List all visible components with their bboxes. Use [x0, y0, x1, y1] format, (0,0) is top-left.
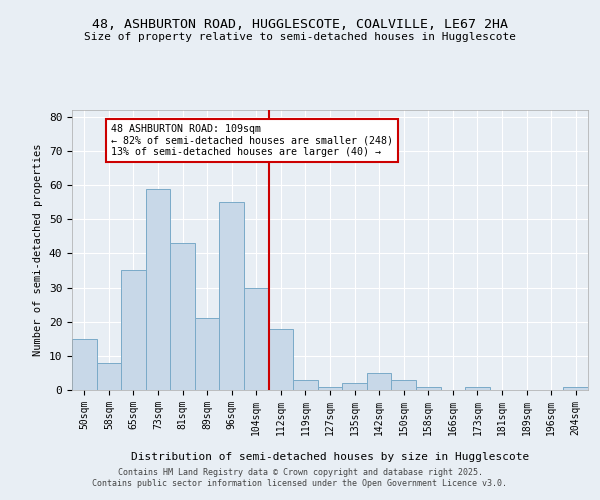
Bar: [244, 288, 269, 390]
Bar: [563, 386, 588, 390]
Bar: [342, 383, 367, 390]
Bar: [465, 386, 490, 390]
Bar: [367, 373, 391, 390]
Bar: [121, 270, 146, 390]
Bar: [97, 362, 121, 390]
Bar: [293, 380, 318, 390]
Bar: [72, 339, 97, 390]
Y-axis label: Number of semi-detached properties: Number of semi-detached properties: [33, 144, 43, 356]
Bar: [220, 202, 244, 390]
Text: 48 ASHBURTON ROAD: 109sqm
← 82% of semi-detached houses are smaller (248)
13% of: 48 ASHBURTON ROAD: 109sqm ← 82% of semi-…: [112, 124, 394, 157]
Bar: [416, 386, 440, 390]
Bar: [269, 328, 293, 390]
Bar: [170, 243, 195, 390]
Text: Distribution of semi-detached houses by size in Hugglescote: Distribution of semi-detached houses by …: [131, 452, 529, 462]
Bar: [318, 386, 342, 390]
Bar: [146, 188, 170, 390]
Bar: [195, 318, 220, 390]
Text: Size of property relative to semi-detached houses in Hugglescote: Size of property relative to semi-detach…: [84, 32, 516, 42]
Text: 48, ASHBURTON ROAD, HUGGLESCOTE, COALVILLE, LE67 2HA: 48, ASHBURTON ROAD, HUGGLESCOTE, COALVIL…: [92, 18, 508, 30]
Bar: [391, 380, 416, 390]
Text: Contains HM Land Registry data © Crown copyright and database right 2025.
Contai: Contains HM Land Registry data © Crown c…: [92, 468, 508, 487]
